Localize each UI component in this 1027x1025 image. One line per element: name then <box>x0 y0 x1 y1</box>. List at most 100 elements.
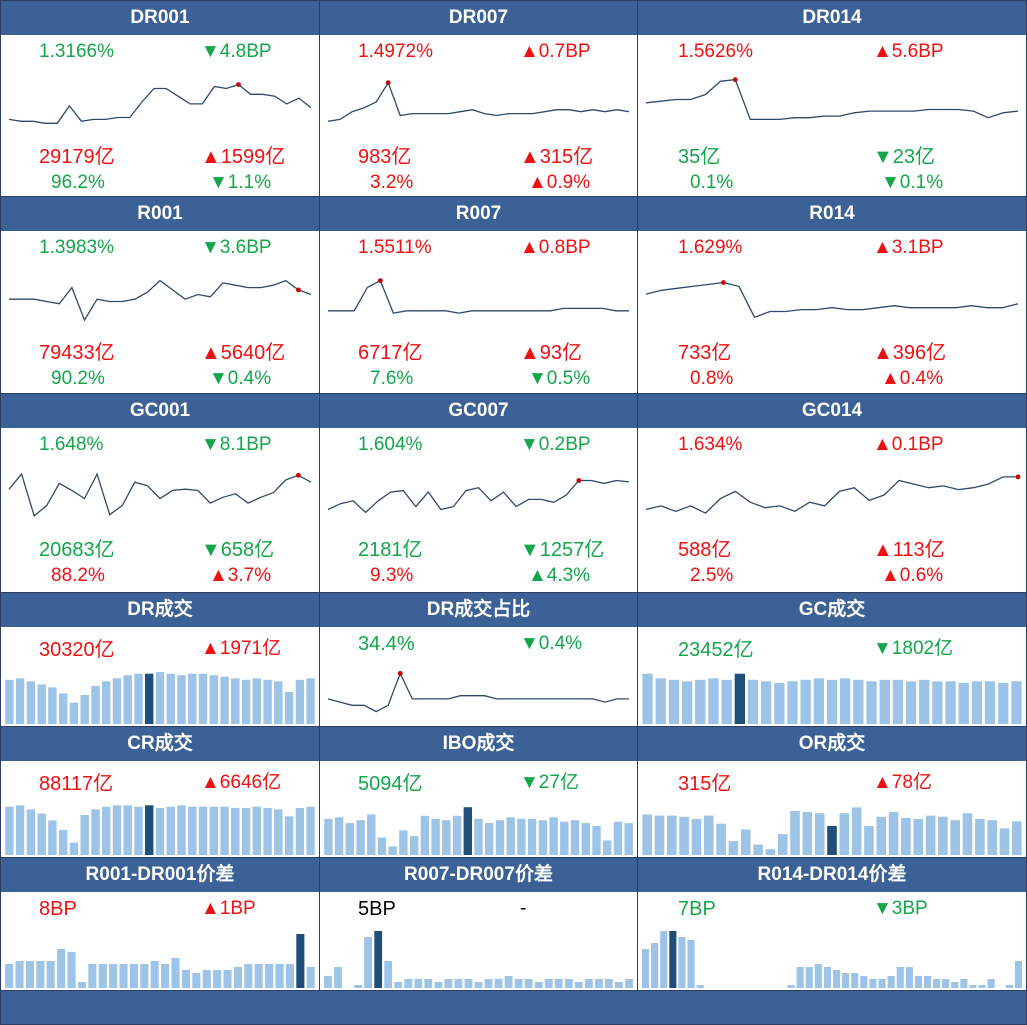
bar <box>969 985 977 988</box>
panel-dr成交: DR成交 30320亿 ▲1971亿 <box>0 592 320 727</box>
value: 5094亿 <box>358 773 423 795</box>
bar <box>177 675 186 724</box>
share-change: ▲4.3% <box>528 565 591 586</box>
panel-title: DR001 <box>1 1 319 35</box>
panel-or成交: OR成交 315亿 ▲78亿 <box>637 726 1027 858</box>
bar <box>431 818 440 855</box>
bar <box>932 681 943 724</box>
bar <box>823 967 831 988</box>
bar <box>474 818 483 855</box>
value: 23452亿 <box>678 639 754 661</box>
bar <box>642 949 650 988</box>
bar <box>603 840 612 855</box>
bar <box>802 812 813 855</box>
bar <box>860 976 868 988</box>
bar <box>950 820 960 855</box>
volume-change: ▲113亿 <box>873 539 945 561</box>
bar-chart <box>324 931 633 988</box>
bar-latest <box>463 807 472 855</box>
bar <box>474 982 483 988</box>
max-point-marker <box>296 287 301 293</box>
bar <box>514 979 523 988</box>
bar <box>879 679 890 724</box>
bar <box>560 821 569 855</box>
series-line <box>645 78 1019 121</box>
rate-change: ▼4.8BP <box>201 41 272 62</box>
bar <box>887 976 895 988</box>
panel-dr001: DR001 1.3166% ▼4.8BP 29179亿 ▲1599亿 96.2% ▼1.1% <box>0 0 320 197</box>
bar <box>202 970 211 988</box>
bar <box>306 678 315 724</box>
bar <box>581 823 590 855</box>
bar <box>161 964 170 988</box>
panel-title: R007-DR007价差 <box>320 858 637 892</box>
bar <box>484 979 493 988</box>
bar <box>942 979 950 988</box>
bar <box>399 830 408 855</box>
bar <box>252 678 261 724</box>
panel-title: R014 <box>638 197 1026 231</box>
bar <box>404 979 413 988</box>
bar <box>504 976 513 988</box>
bar <box>1011 681 1022 724</box>
panel-title: R001-DR001价差 <box>1 858 319 892</box>
bar <box>721 679 732 724</box>
series-line <box>327 671 629 713</box>
bar <box>192 973 201 988</box>
panel-dr007: DR007 1.4972% ▲0.7BP 983亿 ▲315亿 3.2% ▲0.9% <box>319 0 638 197</box>
share-value: 2.5% <box>690 565 734 586</box>
share-change: ▼0.1% <box>881 172 944 193</box>
bar <box>324 818 333 855</box>
share-value: 3.2% <box>370 172 414 193</box>
bar <box>123 675 132 724</box>
bar <box>15 678 25 724</box>
bar <box>696 985 704 988</box>
panel-r007: R007 1.5511% ▲0.8BP 6717亿 ▲93亿 7.6% ▼0.5% <box>319 196 638 394</box>
bar <box>876 816 887 855</box>
bar <box>198 806 208 855</box>
bar <box>913 819 924 855</box>
volume-value: 29179亿 <box>39 146 115 168</box>
bar <box>364 937 372 988</box>
sparkline-chart <box>327 478 630 514</box>
bar <box>102 681 111 724</box>
bar <box>410 836 419 855</box>
bar <box>984 681 996 724</box>
panel-r001: R001 1.3983% ▼3.6BP 79433亿 ▲5640亿 90.2% ▼0.4% <box>0 196 320 394</box>
bar <box>975 819 985 855</box>
volume-change: ▲1599亿 <box>201 146 286 168</box>
bar <box>420 815 430 855</box>
bar <box>80 815 89 855</box>
series-line <box>328 279 629 314</box>
bar <box>495 820 505 855</box>
bar-latest <box>734 673 745 724</box>
volume-change: ▲93亿 <box>520 342 583 364</box>
bar-latest <box>669 931 677 988</box>
panel-title: IBO成交 <box>320 727 637 761</box>
sparkline-chart <box>9 279 312 322</box>
volume-value: 20683亿 <box>39 539 115 561</box>
bar <box>790 810 800 855</box>
sparkline-chart <box>327 670 629 713</box>
rate-change: ▲0.7BP <box>520 41 591 62</box>
bar <box>377 837 387 855</box>
bar <box>48 687 57 724</box>
bar <box>625 979 633 988</box>
bar <box>37 813 46 855</box>
rate-change: ▼3.6BP <box>201 237 272 258</box>
bar <box>48 820 57 855</box>
share-change: ▲3.7% <box>209 565 272 586</box>
panel-title: DR014 <box>638 1 1026 35</box>
share-value: 0.1% <box>690 172 734 193</box>
bar-chart <box>5 934 315 988</box>
bar <box>787 985 795 988</box>
bar <box>517 818 526 855</box>
panel-title: GC007 <box>320 394 637 428</box>
bar <box>188 806 197 855</box>
bar <box>924 976 932 988</box>
panel-gc成交: GC成交 23452亿 ▼1802亿 <box>637 592 1027 727</box>
bar <box>524 979 533 988</box>
panel-title: DR007 <box>320 1 637 35</box>
panel-title: R014-DR014价差 <box>638 858 1026 892</box>
rate-value: 1.634% <box>678 434 743 455</box>
